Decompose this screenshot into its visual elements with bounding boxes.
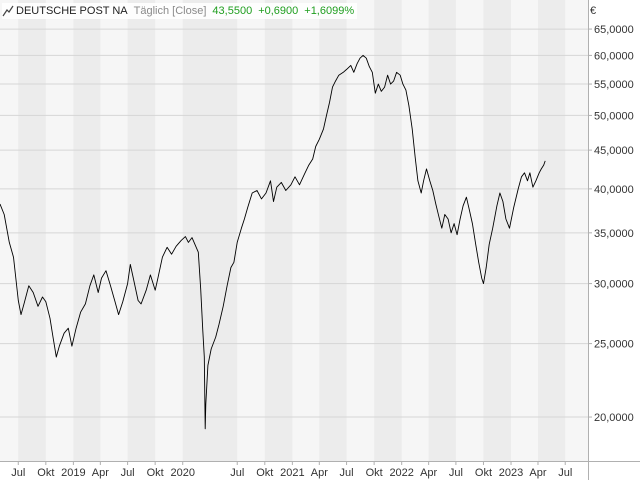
y-tick-label: 60,0000 [594, 50, 634, 62]
y-tick-label: 55,0000 [594, 79, 634, 91]
x-tick-label: Jul [121, 467, 135, 479]
chart-legend: DEUTSCHE POST NA Täglich [Close] 43,5500… [2, 3, 358, 19]
line-chart-icon [2, 5, 14, 17]
x-tick-label: Okt [475, 467, 492, 479]
instrument-name: DEUTSCHE POST NA [16, 5, 128, 17]
time-band [18, 0, 46, 461]
time-band [428, 0, 456, 461]
y-tick-label: 35,0000 [594, 228, 634, 240]
y-tick-label: 50,0000 [594, 110, 634, 122]
time-band [374, 0, 402, 461]
x-tick-label: Okt [366, 467, 383, 479]
price-change-percent: +1,6099% [304, 5, 355, 17]
x-tick-label: Jul [558, 467, 572, 479]
x-tick-label: Okt [147, 467, 164, 479]
chart-mode: Täglich [Close] [133, 5, 207, 17]
x-tick-label: 2021 [280, 467, 304, 479]
y-tick-label: 20,0000 [594, 412, 634, 424]
x-tick-label: Jul [230, 467, 244, 479]
price-line [0, 54, 546, 430]
x-tick-label: Apr [311, 467, 328, 479]
x-tick-label: 2023 [499, 467, 523, 479]
time-band [73, 0, 101, 461]
last-price: 43,5500 [212, 5, 253, 17]
time-band [182, 0, 238, 461]
x-tick-label: Jul [340, 467, 354, 479]
x-tick-label: Okt [37, 467, 54, 479]
y-tick-label: 65,0000 [594, 24, 634, 36]
y-tick-label: 40,0000 [594, 184, 634, 196]
y-tick-label: 45,0000 [594, 145, 634, 157]
x-tick-label: Apr [529, 467, 546, 479]
time-band [319, 0, 347, 461]
x-tick-label: 2022 [389, 467, 413, 479]
y-tick-label: 30,0000 [594, 279, 634, 291]
x-tick-label: Jul [11, 467, 25, 479]
time-band [537, 0, 566, 461]
x-tick-label: 2020 [170, 467, 194, 479]
y-tick-label: 25,0000 [594, 339, 634, 351]
time-band [483, 0, 512, 461]
time-band [264, 0, 293, 461]
x-tick-label: Jul [449, 467, 463, 479]
y-unit-label: € [590, 5, 596, 17]
x-tick-label: Apr [420, 467, 437, 479]
x-tick-label: 2019 [61, 467, 85, 479]
price-change: +0,6900 [258, 5, 299, 17]
time-band [127, 0, 156, 461]
x-tick-label: Apr [92, 467, 109, 479]
x-tick-label: Okt [256, 467, 273, 479]
